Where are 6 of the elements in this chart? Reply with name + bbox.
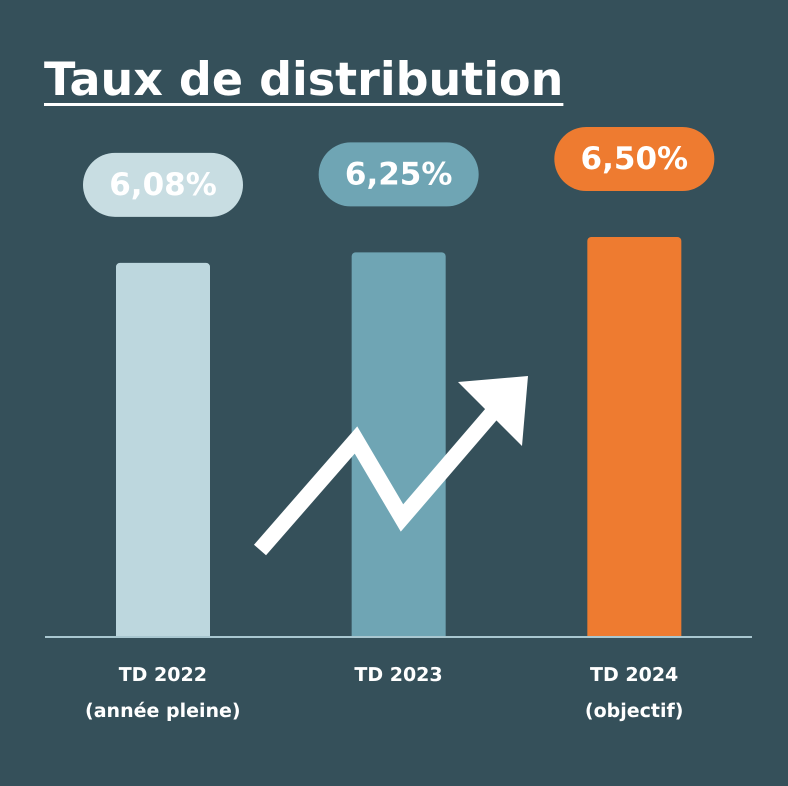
x-tick-label: TD 2022 (année pleine) — [85, 664, 241, 722]
data-label: 6,50% — [580, 141, 688, 177]
x-tick-label: TD 2024 (objectif) — [584, 664, 684, 722]
x-tick-label: TD 2023 — [354, 664, 443, 686]
data-label: 6,25% — [344, 156, 452, 192]
chart-title: Taux de distribution — [44, 52, 564, 106]
